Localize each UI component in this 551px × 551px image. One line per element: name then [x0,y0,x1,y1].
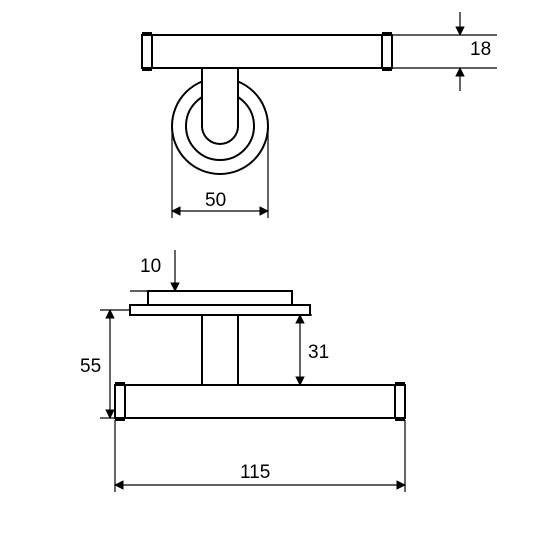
handle-bar-front [115,383,405,420]
dimension-31: 31 [238,315,329,385]
top-view [142,33,392,174]
rose-disc-edge [130,305,310,315]
engineering-drawing: 18 50 10 55 [0,0,551,551]
shank-front [202,315,238,385]
dimension-115: 115 [115,420,405,492]
dim-50-label: 50 [205,190,226,211]
dim-31-label: 31 [308,342,329,363]
dim-55-label: 55 [80,356,101,377]
dimension-10: 10 [130,250,188,291]
dim-115-label: 115 [240,462,270,483]
rose-plate-front [148,291,292,305]
dim-10-label: 10 [140,256,161,277]
handle-bar-top [142,33,392,70]
shank-top-view [202,68,238,144]
front-view [115,291,405,420]
dimension-18: 18 [392,12,497,91]
dim-18-label: 18 [470,39,491,60]
